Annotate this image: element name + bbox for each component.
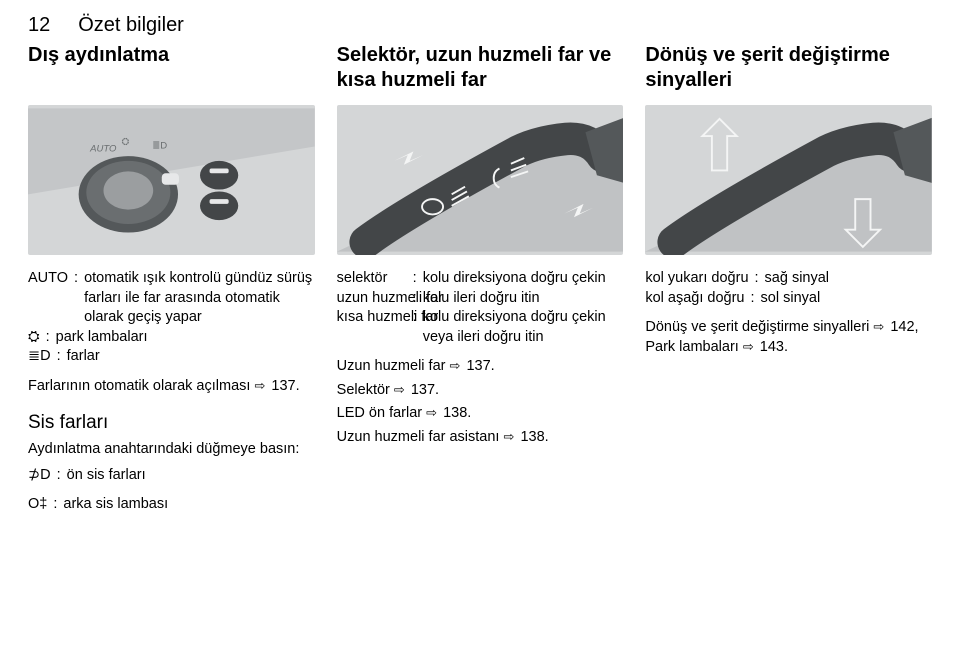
- col3-heading: Dönüş ve şerit değiştirme sinyalleri: [645, 43, 932, 99]
- ref-137: 137.: [271, 378, 299, 394]
- r0: 137.: [466, 358, 494, 374]
- row-auto: AUTO : otomatik ışık kontrolü gündüz sür…: [28, 269, 315, 328]
- sep: :: [68, 269, 84, 328]
- sep: :: [40, 328, 56, 348]
- val-up: sağ sinyal: [765, 269, 932, 289]
- svg-text:⛭: ⛭: [122, 137, 130, 148]
- col-exterior-lighting: Dış aydınlatma AUTO ⛭ ≣D: [28, 43, 315, 515]
- row-rear-fog: O‡ : arka sis lambası: [28, 495, 315, 515]
- row-front-fog: ⊅D : ön sis farları: [28, 466, 315, 486]
- svg-text:AUTO: AUTO: [89, 143, 117, 154]
- pa: Dönüş ve şerit değiştirme sinyalleri: [645, 319, 873, 335]
- r143: 143.: [760, 339, 788, 355]
- line-led-ref: LED ön farlar 138.: [337, 404, 624, 424]
- line-uzun-ref: Uzun huzmeli far 137.: [337, 357, 624, 377]
- svg-text:≣D: ≣D: [152, 140, 167, 151]
- t1: Selektör: [337, 382, 394, 398]
- para-auto-on: Farlarının otomatik olarak açılması 137.: [28, 377, 315, 397]
- para-signals-ref: Dönüş ve şerit değiştirme sinyalleri 142…: [645, 318, 932, 357]
- val-uzun: kolu ileri doğru itin: [423, 289, 624, 309]
- val-selektor: kolu direksiyona doğru çekin: [423, 269, 624, 289]
- illus-stalk-highbeam: [337, 105, 624, 255]
- para-fog-instr: Aydınlatma anahtarındaki düğmeye basın:: [28, 440, 315, 460]
- para-auto-on-text: Farlarının otomatik olarak açılması: [28, 378, 254, 394]
- key-auto: AUTO: [28, 269, 68, 328]
- ref-icon: [254, 378, 267, 394]
- sep: :: [407, 269, 423, 289]
- ref-icon: [873, 319, 886, 335]
- sep: :: [51, 466, 67, 486]
- subhead-fog: Sis farları: [28, 410, 315, 436]
- ref-icon: [426, 405, 439, 421]
- col-turn-signals: Dönüş ve şerit değiştirme sinyalleri kol…: [645, 43, 932, 515]
- front-fog-icon: ⊅D: [28, 466, 51, 486]
- t2: LED ön farlar: [337, 405, 426, 421]
- row-kisa: kısa huzmeli far : kolu direksiyona doğr…: [337, 308, 624, 347]
- illus-rotary-switch: AUTO ⛭ ≣D: [28, 105, 315, 255]
- rear-fog-icon: O‡: [28, 495, 47, 515]
- val-rear-fog: arka sis lambası: [63, 495, 314, 515]
- key-uzun: uzun huzmeli far: [337, 289, 407, 309]
- ref-icon: [743, 339, 756, 355]
- line-assist-ref: Uzun huzmeli far asistanı 138.: [337, 428, 624, 448]
- r2: 138.: [443, 405, 471, 421]
- ref-icon: [504, 429, 517, 445]
- t0: Uzun huzmeli far: [337, 358, 450, 374]
- row-headlamp: ≣D : farlar: [28, 347, 315, 367]
- headlamp-icon: ≣D: [28, 347, 51, 367]
- col2-heading: Selektör, uzun huzmeli far ve kısa huzme…: [337, 43, 624, 99]
- val-headlamp: farlar: [67, 347, 315, 367]
- row-selektor: selektör : kolu direksiyona doğru çekin: [337, 269, 624, 289]
- ref-icon: [394, 382, 407, 398]
- key-up: kol yukarı doğru: [645, 269, 748, 289]
- r142: 142: [890, 319, 914, 335]
- col-selector: Selektör, uzun huzmeli far ve kısa huzme…: [337, 43, 624, 515]
- col1-heading: Dış aydınlatma: [28, 43, 315, 99]
- val-down: sol sinyal: [761, 289, 932, 309]
- sep: :: [47, 495, 63, 515]
- park-lamp-icon: ⛭: [28, 328, 40, 348]
- line-selektor-ref: Selektör 137.: [337, 381, 624, 401]
- row-up: kol yukarı doğru : sağ sinyal: [645, 269, 932, 289]
- page-number: 12: [28, 14, 50, 37]
- key-down: kol aşağı doğru: [645, 289, 744, 309]
- key-kisa: kısa huzmeli far: [337, 308, 407, 347]
- val-auto: otomatik ışık kontrolü gündüz sürüş farl…: [84, 269, 315, 328]
- page-title: Özet bilgiler: [78, 14, 184, 37]
- t3: Uzun huzmeli far asistanı: [337, 429, 504, 445]
- sep: :: [407, 308, 423, 347]
- sep: :: [407, 289, 423, 309]
- row-park: ⛭ : park lambaları: [28, 328, 315, 348]
- sep: :: [51, 347, 67, 367]
- val-front-fog: ön sis farları: [67, 466, 315, 486]
- sep: :: [745, 289, 761, 309]
- key-selektor: selektör: [337, 269, 407, 289]
- sep: :: [749, 269, 765, 289]
- row-uzun: uzun huzmeli far : kolu ileri doğru itin: [337, 289, 624, 309]
- illus-stalk-turn: [645, 105, 932, 255]
- ref-icon: [450, 358, 463, 374]
- r3: 138.: [520, 429, 548, 445]
- r1: 137.: [411, 382, 439, 398]
- val-kisa: kolu direksiyona doğru çekin veya ileri …: [423, 308, 624, 347]
- val-park: park lambaları: [56, 328, 315, 348]
- row-down: kol aşağı doğru : sol sinyal: [645, 289, 932, 309]
